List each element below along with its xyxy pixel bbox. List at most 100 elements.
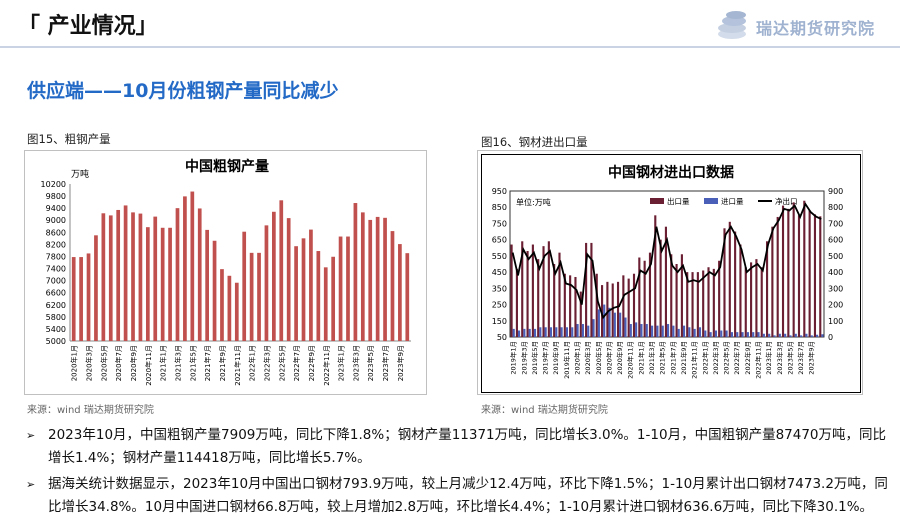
x-tick-label: 2019年11月 [562,341,571,379]
import-bar [635,322,638,337]
bar [71,257,76,341]
x-tick-label: 2023年3月 [775,341,784,375]
export-bar [547,241,550,337]
import-bar [688,327,691,337]
import-bar [672,325,675,337]
import-bar [533,328,537,337]
import-bar [789,335,792,337]
y-tick-label: 6600 [46,289,66,298]
y-right-tick-label: 900 [828,187,843,196]
export-bar [558,252,561,337]
legend-label-net-export: 净出口 [775,196,798,206]
bullet-text: 据海关统计数据显示，2023年10月中国出口钢材793.9万吨，较上月减少12.… [48,476,888,515]
export-bar [675,264,678,337]
x-tick-label: 2021年3月 [647,341,656,375]
y-tick-label: 8200 [46,240,66,249]
export-bar [781,205,785,337]
crude-steel-chart-panel: 中国粗钢产量 万吨 5000 5400 5800 6200 6600 7000 7400 7800… [24,150,427,395]
bullet-text: 2023年10月，中国粗钢产量7909万吨，同比下降1.8%；钢材产量11371… [48,427,887,466]
import-bar [539,327,542,337]
bar [205,229,209,341]
x-tick-label: 2021年7月 [203,345,212,381]
bar [272,211,276,341]
export-bar [659,239,662,337]
y-left-tick-label: 650 [492,236,507,245]
company-logo: 瑞达期货研究院 [712,6,892,44]
x-tick-label: 2020年11月 [626,341,635,379]
y-tick-label: 9400 [46,204,66,213]
export-bar [521,241,524,337]
x-tick-label: 2020年11月 [144,345,153,386]
bar [197,208,202,341]
bar [249,252,254,341]
export-bar [712,268,715,337]
import-bar [709,332,712,337]
export-bar [813,214,817,337]
import-bar [624,317,627,337]
import-bar [656,325,659,337]
y-tick-label: 8600 [46,228,66,237]
export-bar [601,285,604,337]
export-bar [526,251,529,337]
bar [145,227,150,341]
bar [346,236,350,341]
import-bar [752,332,755,337]
bar [153,216,158,341]
import-bar [592,319,595,337]
export-bar [664,226,667,337]
import-bar [810,335,813,337]
legend-label-import: 进口量 [721,197,744,206]
import-bar [746,332,749,337]
x-tick-label: 2021年3月 [173,345,182,381]
export-bar [808,210,811,337]
import-bar [698,327,702,337]
import-bar [677,328,680,337]
import-bar [587,325,590,337]
x-tick-label: 2021年5月 [188,345,197,381]
export-bar [579,291,582,337]
export-bar [632,273,636,337]
export-bar [531,244,534,337]
y-right-tick-label: 100 [828,317,843,326]
import-bar [730,332,733,337]
import-bar [762,333,765,337]
export-bar [585,242,588,337]
export-bar [755,259,758,337]
export-bar [723,228,726,337]
export-bar [707,267,710,337]
y-left-tick-label: 750 [492,219,507,228]
bar [309,229,313,341]
import-bar [603,304,606,337]
bar [360,212,365,341]
x-tick-label: 2020年7月 [114,345,123,381]
export-bar [750,262,753,337]
import-bar [528,328,531,337]
x-tick-label: 2020年3月 [583,341,592,375]
bar [301,238,306,341]
x-tick-label: 2019年5月 [530,341,539,375]
import-bar [682,325,686,337]
export-bar [563,273,566,337]
bar [138,213,143,341]
import-bar [778,333,781,337]
export-bar [728,221,731,337]
bar [101,213,106,341]
header-divider [0,46,900,48]
y-left-tick-label: 450 [492,268,507,277]
export-bar [611,283,614,337]
export-bar [787,208,790,337]
import-bar [661,325,664,337]
x-tick-label: 2022年5月 [277,345,286,381]
y-tick-label: 5800 [46,313,66,322]
export-bar [648,252,652,337]
import-bar [523,328,526,337]
import-bar [560,327,563,337]
y-left-tick-label: 50 [497,333,507,342]
y-tick-label: 7400 [46,265,66,274]
import-bar [667,324,670,337]
export-bar [654,215,657,337]
x-tick-label: 2022年1月 [700,341,709,375]
import-bar [576,324,579,337]
